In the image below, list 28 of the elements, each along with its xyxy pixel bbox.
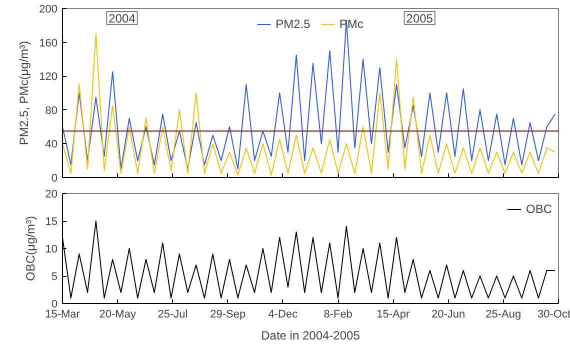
y-tick-label: 15 — [45, 216, 58, 228]
legend-label: PM2.5 — [276, 17, 310, 31]
x-axis-title: Date in 2004-2005 — [261, 328, 360, 342]
annotation: 2005 — [406, 12, 434, 26]
legend-label: OBC — [526, 202, 552, 216]
y-tick-label: 80 — [45, 104, 58, 117]
y-tick-label: 160 — [39, 37, 58, 50]
y-tick-label: 10 — [45, 244, 58, 256]
y-tick-label: 5 — [51, 271, 58, 283]
x-tick-label: 20-May — [99, 308, 136, 320]
y-tick-label: 20 — [45, 188, 58, 200]
x-tick-label: 8-Feb — [324, 308, 352, 320]
annotation: 2004 — [108, 12, 136, 26]
y-tick-label: 40 — [45, 138, 58, 151]
y-tick-label: 0 — [51, 172, 58, 184]
y-tick-label: 120 — [39, 71, 58, 84]
x-tick-label: 30-Oct — [537, 308, 570, 320]
x-tick-label: 15-Mar — [45, 308, 80, 320]
x-tick-label: 15-Apr — [376, 308, 410, 320]
x-tick-label: 25-Aug — [486, 308, 522, 320]
y-tick-label: 200 — [39, 4, 58, 16]
x-tick-label: 29-Sep — [210, 308, 246, 320]
y-axis-title: OBC(μg/m³) — [23, 216, 38, 281]
x-tick-label: 25-Jul — [158, 308, 188, 320]
y-tick-label: 0 — [51, 298, 58, 310]
x-tick-label: 20-Jun — [431, 308, 466, 320]
x-tick-label: 4-Dec — [268, 308, 298, 320]
y-axis-title: PM2.5, PMc(μg/m³) — [17, 40, 32, 146]
